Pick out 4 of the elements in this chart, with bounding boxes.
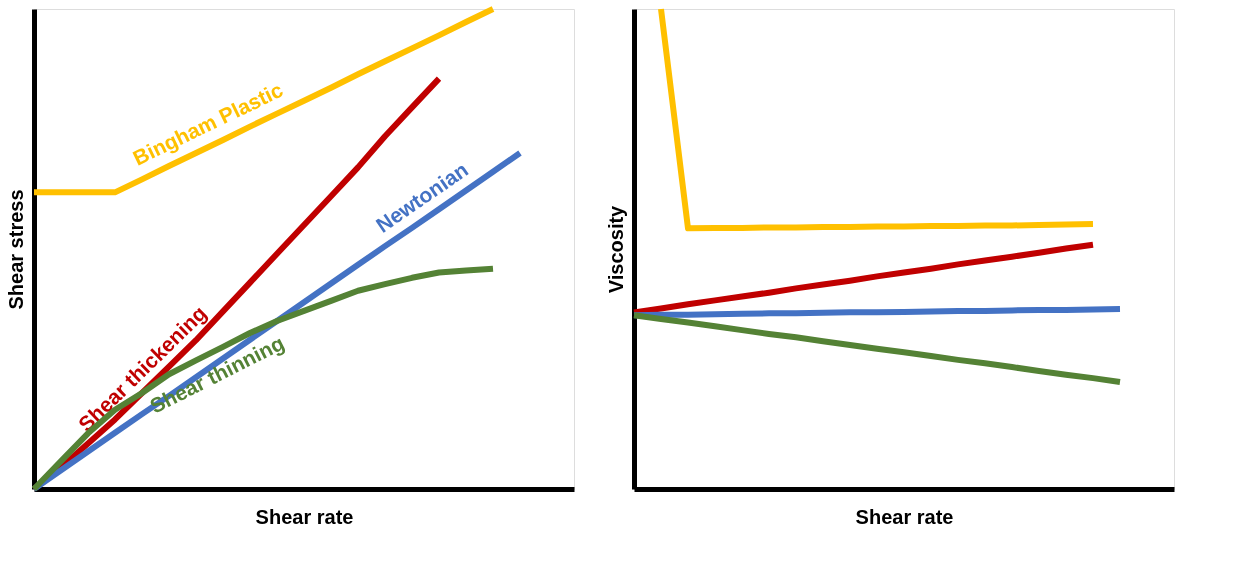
x-axis-title: Shear rate bbox=[855, 505, 954, 528]
y-axis-title: Shear stress bbox=[4, 189, 27, 310]
y-axis-title: Viscosity bbox=[604, 204, 627, 294]
x-axis-title: Shear rate bbox=[255, 505, 354, 528]
